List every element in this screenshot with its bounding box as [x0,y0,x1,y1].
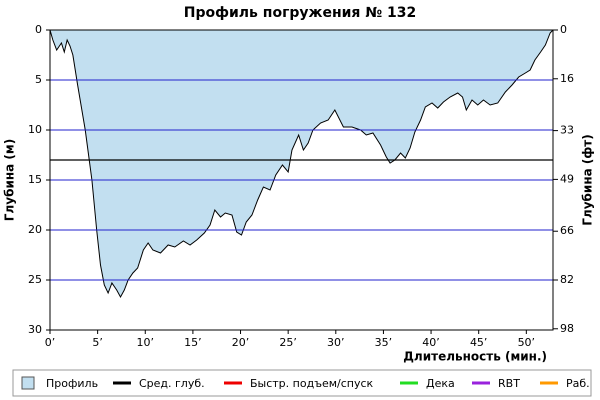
profile-line [49,29,554,299]
legend-box [12,369,592,397]
y2-tick-label: 98 [560,322,574,335]
legend-label: Дека [426,377,455,390]
y-tick-label: 30 [28,323,42,336]
x-tick-label: 15’ [184,336,202,349]
x-tick-label: 30’ [327,336,345,349]
y2-tick-label: 16 [560,72,574,85]
x-tick-label: 25’ [279,336,297,349]
x-tick-label: 10’ [137,336,155,349]
x-tick-label: 35’ [375,336,393,349]
legend-label: Профиль [46,377,98,390]
x-tick-label: 20’ [232,336,250,349]
y-tick-label: 20 [28,223,42,236]
y2-tick-label: 66 [560,224,574,237]
legend-swatch [21,376,35,390]
y-axis-label: Глубина (м) [3,139,17,221]
x-tick-label: 40’ [422,336,440,349]
x-tick-label: 0’ [45,336,56,349]
y2-tick-label: 49 [560,172,574,185]
y2-tick-label: 33 [560,124,574,137]
y-tick-label: 5 [35,73,42,86]
legend-label: Раб. [566,377,590,390]
y2-axis-label: Глубина (фт) [581,134,595,225]
x-axis-label: Длительность (мин.) [403,350,547,364]
y-tick-label: 25 [28,273,42,286]
chart-title: Профиль погружения № 132 [184,5,417,21]
profile-area [50,30,553,297]
x-tick-label: 5’ [92,336,103,349]
x-tick-label: 45’ [470,336,488,349]
legend-label: RBT [498,377,520,390]
y-tick-label: 0 [35,23,42,36]
plot-frame [49,29,554,331]
x-tick-label: 50’ [518,336,536,349]
legend-label: Сред. глуб. [139,377,205,390]
y2-tick-label: 82 [560,273,574,286]
legend-label: Быстр. подъем/спуск [250,377,374,390]
y-tick-label: 10 [28,123,42,136]
y-tick-label: 15 [28,173,42,186]
y2-tick-label: 0 [560,23,567,36]
